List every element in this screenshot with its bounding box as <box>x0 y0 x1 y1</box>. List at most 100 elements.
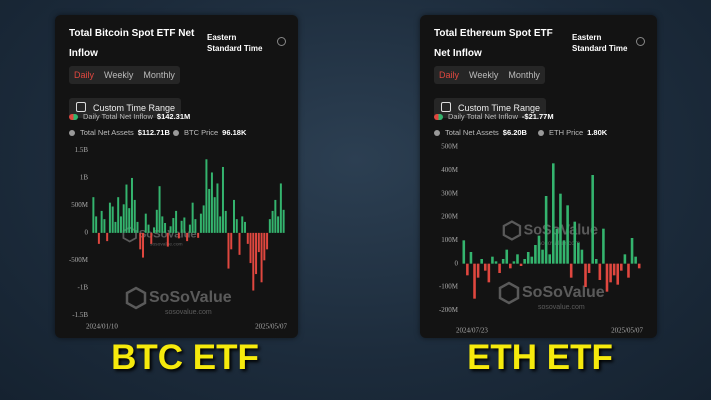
caption: BTC ETF <box>111 338 259 377</box>
watermark-name: SoSoValue <box>522 284 605 301</box>
bar <box>169 226 172 233</box>
bar <box>559 193 562 264</box>
tabs: Daily Weekly Monthly <box>69 66 180 84</box>
bar <box>512 261 516 264</box>
bar <box>227 232 230 269</box>
bar <box>153 227 156 233</box>
bar <box>144 213 147 233</box>
bar <box>566 205 569 264</box>
watermark-logo <box>502 220 522 241</box>
time-range-button[interactable]: Custom Time Range <box>69 98 182 118</box>
bar <box>548 254 551 264</box>
watermark-logo <box>498 281 520 305</box>
y-tick-label: -500M <box>69 256 89 264</box>
bar <box>208 188 211 233</box>
tab[interactable]: Daily <box>74 70 95 80</box>
bar <box>224 210 227 233</box>
watermark-url: sosovalue.com <box>538 240 580 247</box>
y-tick-label: 1.5B <box>75 146 89 154</box>
bar <box>609 263 612 283</box>
panel-title: Total Ethereum Spot ETF Net Inflow <box>434 28 553 59</box>
tabs: Daily Weekly Monthly <box>434 66 545 84</box>
legend-value: -$21.77M <box>521 112 554 121</box>
info-icon[interactable] <box>636 37 645 46</box>
tab[interactable]: Monthly <box>508 70 540 80</box>
bar <box>114 221 117 233</box>
calendar-icon <box>76 102 86 112</box>
legend-value: 1.80K <box>587 128 608 137</box>
legend-dot <box>69 129 75 136</box>
bar <box>219 216 222 233</box>
bar <box>205 159 208 233</box>
y-tick-label: -1.5B <box>72 311 88 319</box>
calendar-icon <box>441 102 451 112</box>
bar <box>249 232 252 264</box>
bar <box>541 249 544 264</box>
bar <box>106 232 109 242</box>
legend-value: 96.18K <box>222 128 247 137</box>
bar <box>199 213 202 233</box>
bar <box>612 263 616 276</box>
info-icon[interactable] <box>277 37 286 46</box>
legend-item: Total Net Assets $6.20B <box>434 128 537 137</box>
tab[interactable]: Weekly <box>104 70 134 80</box>
bar <box>552 163 555 264</box>
bar <box>498 263 501 273</box>
tab[interactable]: Monthly <box>143 70 175 80</box>
bar <box>238 232 241 255</box>
bar <box>268 219 271 233</box>
panel-title: Total Bitcoin Spot ETF Net Inflow <box>69 28 195 59</box>
panel: Total Bitcoin Spot ETF Net Inflow Eastern… <box>55 15 298 338</box>
y-tick-label: -1B <box>78 283 89 291</box>
watermark-url: sosovalue.com <box>165 309 212 316</box>
y-tick-label: 300M <box>441 189 459 197</box>
bar <box>155 209 158 233</box>
bar <box>623 254 627 264</box>
legend-dot <box>434 113 443 120</box>
bar <box>180 220 183 233</box>
bar <box>509 263 512 269</box>
tab[interactable]: Weekly <box>469 70 499 80</box>
y-tick-label: -100M <box>439 283 459 291</box>
bar <box>147 224 150 233</box>
x-tick-label: 2025/05/07 <box>255 323 287 331</box>
caption: ETH ETF <box>467 338 613 377</box>
legend-name: Daily Total Net Inflow <box>83 112 153 121</box>
bar <box>139 232 142 250</box>
time-range-button[interactable]: Custom Time Range <box>434 98 547 118</box>
bar <box>587 263 591 273</box>
legend-value: $112.71B <box>137 128 170 137</box>
legend-item: Daily Total Net Inflow $142.31M <box>69 112 200 121</box>
legend-dot <box>434 129 440 136</box>
bar <box>117 197 120 233</box>
x-tick-label: 2024/01/10 <box>86 323 118 331</box>
bar <box>241 216 244 233</box>
bar <box>487 263 491 283</box>
bar <box>142 232 144 258</box>
bar <box>133 199 136 233</box>
bar <box>594 259 598 264</box>
bar <box>175 210 178 233</box>
bar <box>130 177 133 233</box>
bar <box>277 216 280 233</box>
bar <box>172 218 175 233</box>
bar <box>580 249 584 264</box>
bar <box>469 252 473 264</box>
bar <box>221 166 224 233</box>
y-tick-label: -200M <box>439 306 459 314</box>
bar <box>562 240 566 264</box>
legend-dot <box>538 129 544 136</box>
legend-item: BTC Price 96.18K <box>173 128 256 137</box>
bar <box>252 232 255 291</box>
bar <box>194 219 197 233</box>
tab[interactable]: Daily <box>439 70 460 80</box>
bar <box>255 232 258 275</box>
bar <box>150 232 153 244</box>
bar <box>501 259 505 264</box>
y-tick-label: 500M <box>441 143 459 151</box>
legend-name: ETH Price <box>549 128 584 137</box>
bar <box>103 219 106 233</box>
